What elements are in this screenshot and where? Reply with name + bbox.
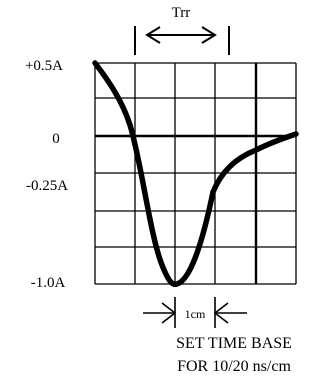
y-label-plus-0.5a: +0.5A <box>25 58 63 74</box>
scale-right-arrow-head <box>213 302 229 324</box>
caption-line-1: SET TIME BASE <box>176 335 292 352</box>
trr-arrow-left-head <box>145 26 161 44</box>
y-label-minus-0.25a: -0.25A <box>26 178 68 194</box>
trr-arrow-right-head <box>201 26 217 44</box>
caption-line-2: FOR 10/20 ns/cm <box>177 358 291 375</box>
scale-left-arrow-head <box>161 302 177 324</box>
current-waveform <box>92 60 299 288</box>
scale-label: 1cm <box>185 307 206 321</box>
scale-marker <box>143 297 247 328</box>
trr-marker <box>134 26 230 55</box>
oscilloscope-grid <box>94 62 297 285</box>
y-label-minus-1.0a: -1.0A <box>31 275 66 291</box>
trr-label: Trr <box>172 5 191 21</box>
y-label-zero: 0 <box>52 131 60 147</box>
